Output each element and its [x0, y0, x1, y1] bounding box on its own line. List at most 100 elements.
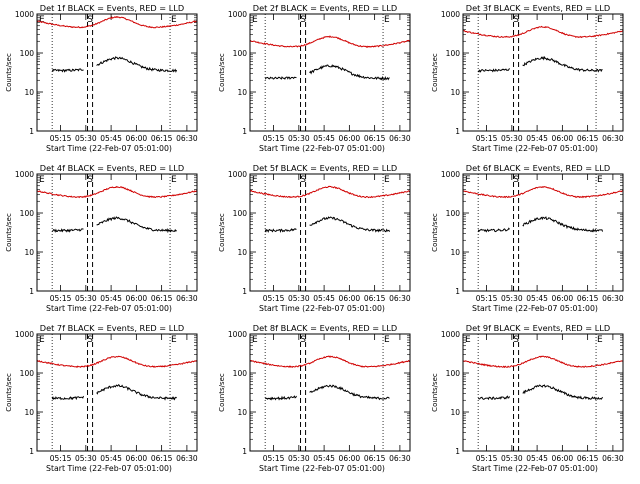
chart-panel-8: Det 8f BLACK = Events, RED = LLD Counts/s…	[218, 323, 411, 473]
x-tick-label: 06:30	[602, 454, 624, 463]
chart-panel-4: Det 4f BLACK = Events, RED = LLD Counts/s…	[5, 163, 198, 313]
y-tick-label: 1	[242, 447, 247, 456]
marker-center-label: S	[300, 15, 306, 25]
x-axis-label: Start Time (22-Feb-07 05:01:00)	[259, 304, 385, 313]
marker-center-label: S	[513, 335, 519, 345]
chart-panel-5: Det 5f BLACK = Events, RED = LLD Counts/s…	[218, 163, 411, 313]
chart-panel-6: Det 6f BLACK = Events, RED = LLD Counts/s…	[431, 163, 624, 313]
series-line-events	[522, 216, 604, 233]
y-axis-label: Counts/sec	[218, 53, 226, 92]
y-tick-label: 10	[450, 248, 460, 257]
chart-title: Det 7f BLACK = Events, RED = LLD	[40, 323, 184, 333]
x-tick-label: 06:00	[552, 294, 574, 303]
x-tick-label: 05:15	[476, 134, 498, 143]
x-tick-label: 05:15	[476, 294, 498, 303]
chart-panel-3: Det 3f BLACK = Events, RED = LLD Counts/s…	[431, 3, 624, 153]
x-tick-label: 05:30	[288, 454, 310, 463]
x-tick-label: 06:00	[552, 134, 574, 143]
y-tick-label: 1	[455, 127, 460, 136]
marker-left-label: E	[252, 335, 258, 345]
marker-left-label: E	[465, 335, 471, 345]
marker-center-label: S	[87, 335, 93, 345]
y-tick-label: 10	[450, 88, 460, 97]
chart-title: Det 6f BLACK = Events, RED = LLD	[466, 163, 610, 173]
y-tick-label: 10	[450, 408, 460, 417]
x-tick-label: 06:00	[339, 454, 361, 463]
marker-right-label: E	[171, 175, 177, 185]
x-axis-label: Start Time (22-Feb-07 05:01:00)	[46, 144, 172, 153]
x-tick-label: 06:15	[364, 294, 386, 303]
x-axis-label: Start Time (22-Feb-07 05:01:00)	[46, 464, 172, 473]
series-line-events	[264, 76, 297, 80]
y-tick-label: 100	[233, 369, 248, 378]
x-tick-label: 05:30	[501, 134, 523, 143]
x-tick-label: 06:15	[151, 134, 173, 143]
series-line-lld	[36, 185, 198, 199]
y-tick-label: 1	[29, 287, 34, 296]
marker-left-label: E	[252, 15, 258, 25]
series-line-lld	[36, 355, 198, 369]
x-tick-label: 06:00	[126, 294, 148, 303]
chart-title: Det 2f BLACK = Events, RED = LLD	[253, 3, 397, 13]
y-tick-label: 10	[237, 408, 247, 417]
y-tick-label: 10	[24, 408, 34, 417]
y-tick-label: 1000	[15, 10, 34, 19]
series-line-lld	[249, 35, 411, 48]
series-line-events	[96, 56, 178, 73]
plot-frame	[36, 333, 198, 452]
x-axis-label: Start Time (22-Feb-07 05:01:00)	[472, 144, 598, 153]
x-tick-label: 05:15	[263, 294, 285, 303]
marker-left-label: E	[39, 15, 45, 25]
series-line-events	[477, 227, 510, 233]
series-line-events	[309, 384, 390, 401]
y-tick-label: 1	[242, 127, 247, 136]
y-axis-label: Counts/sec	[5, 53, 13, 92]
marker-left-label: E	[39, 175, 45, 185]
series-line-events	[309, 216, 391, 233]
y-tick-label: 1000	[441, 10, 460, 19]
y-tick-label: 100	[20, 369, 35, 378]
marker-right-label: E	[597, 15, 603, 25]
marker-right-label: E	[384, 175, 390, 185]
series-line-lld	[249, 185, 411, 199]
plot-frame	[462, 173, 624, 292]
x-tick-label: 05:30	[75, 294, 97, 303]
x-tick-label: 06:15	[364, 134, 386, 143]
series-line-events	[264, 228, 297, 233]
marker-left-label: E	[465, 175, 471, 185]
plot-frame	[249, 333, 411, 452]
y-tick-label: 1	[455, 447, 460, 456]
y-tick-label: 10	[237, 88, 247, 97]
marker-right-label: E	[384, 335, 390, 345]
series-line-events	[51, 68, 84, 73]
x-axis-label: Start Time (22-Feb-07 05:01:00)	[259, 144, 385, 153]
x-axis-label: Start Time (22-Feb-07 05:01:00)	[259, 464, 385, 473]
marker-center-label: S	[300, 175, 306, 185]
x-tick-label: 06:00	[126, 454, 148, 463]
x-tick-label: 06:30	[176, 294, 198, 303]
series-line-events	[522, 384, 604, 401]
x-tick-label: 05:30	[501, 454, 523, 463]
y-axis-label: Counts/sec	[218, 213, 226, 252]
x-tick-label: 06:30	[389, 454, 411, 463]
series-line-events	[52, 228, 84, 233]
x-tick-label: 06:15	[151, 454, 173, 463]
x-tick-label: 05:30	[501, 294, 523, 303]
plot-frame	[36, 173, 198, 292]
series-line-events	[96, 384, 177, 401]
y-tick-label: 1000	[228, 10, 247, 19]
y-tick-label: 100	[233, 209, 248, 218]
x-tick-label: 05:45	[100, 134, 122, 143]
y-tick-label: 100	[446, 209, 461, 218]
series-line-lld	[36, 16, 198, 29]
series-line-lld	[462, 355, 624, 369]
series-line-events	[477, 68, 510, 73]
x-tick-label: 06:30	[389, 294, 411, 303]
series-line-lld	[462, 186, 624, 199]
plot-frame	[462, 13, 624, 132]
marker-right-label: E	[171, 15, 177, 25]
x-tick-label: 06:15	[577, 294, 599, 303]
marker-right-label: E	[171, 335, 177, 345]
